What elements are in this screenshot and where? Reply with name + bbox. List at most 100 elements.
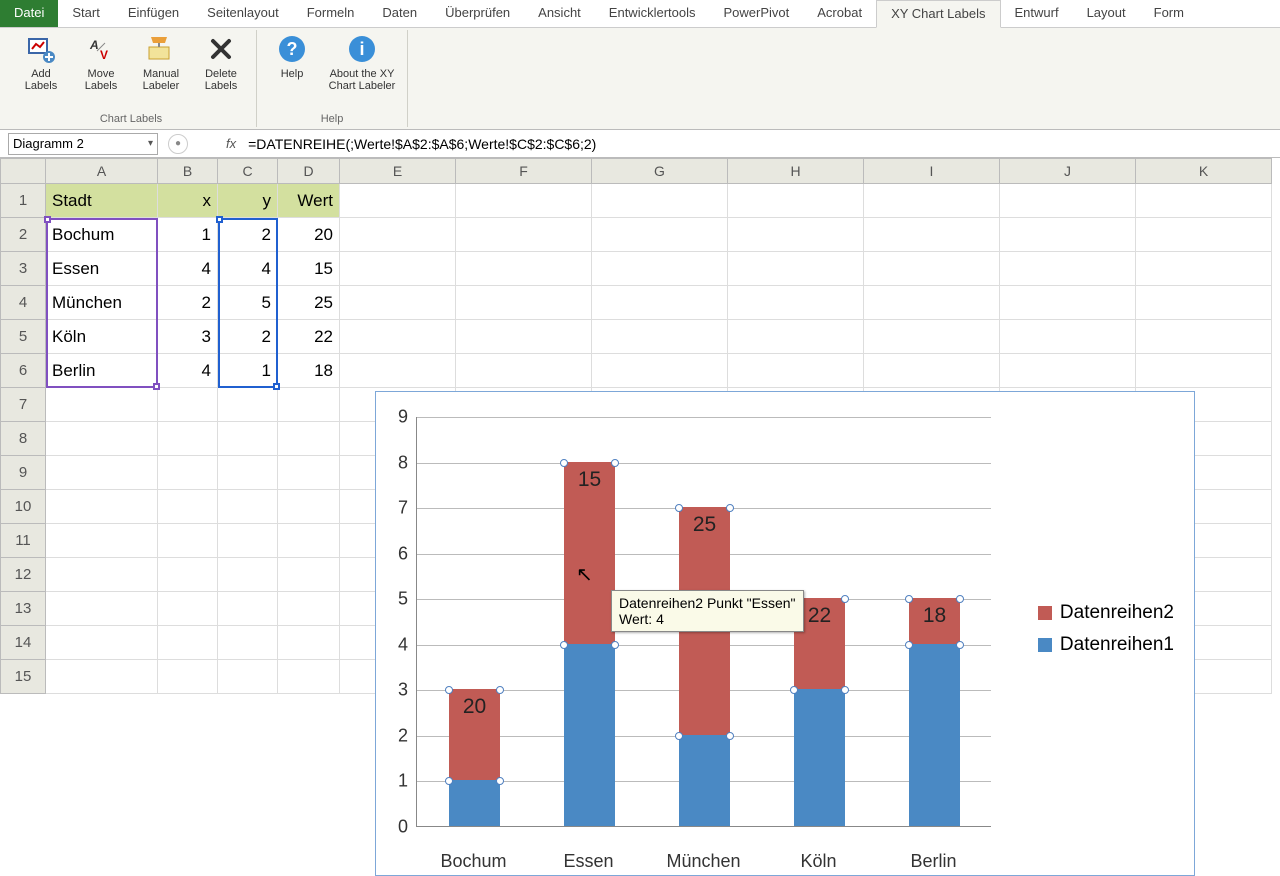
cell-B9[interactable]	[158, 456, 218, 490]
tab-file[interactable]: Datei	[0, 0, 58, 27]
tab-acrobat[interactable]: Acrobat	[803, 0, 876, 27]
cell-A11[interactable]	[46, 524, 158, 558]
cell-A12[interactable]	[46, 558, 158, 592]
cell-A13[interactable]	[46, 592, 158, 626]
cell-E2[interactable]	[340, 218, 456, 252]
cell-D8[interactable]	[278, 422, 340, 456]
cell-G3[interactable]	[592, 252, 728, 286]
cell-D12[interactable]	[278, 558, 340, 592]
row-header-4[interactable]: 4	[0, 286, 46, 320]
cell-F2[interactable]	[456, 218, 592, 252]
cell-E5[interactable]	[340, 320, 456, 354]
tab-entwicklertools[interactable]: Entwicklertools	[595, 0, 710, 27]
row-header-12[interactable]: 12	[0, 558, 46, 592]
cell-C4[interactable]: 5	[218, 286, 278, 320]
chart-object[interactable]: 2015252218 Datenreihen2 Datenreihen1 Dat…	[375, 391, 1195, 876]
cell-I3[interactable]	[864, 252, 1000, 286]
legend-item-1[interactable]: Datenreihen1	[1038, 634, 1174, 656]
manual-labeler-button[interactable]: Manual Labeler	[132, 30, 190, 95]
row-header-2[interactable]: 2	[0, 218, 46, 252]
cell-I6[interactable]	[864, 354, 1000, 388]
about-button[interactable]: i About the XY Chart Labeler	[323, 30, 401, 95]
cell-A3[interactable]: Essen	[46, 252, 158, 286]
cell-D2[interactable]: 20	[278, 218, 340, 252]
cell-C8[interactable]	[218, 422, 278, 456]
cell-A7[interactable]	[46, 388, 158, 422]
cell-D5[interactable]: 22	[278, 320, 340, 354]
row-header-14[interactable]: 14	[0, 626, 46, 660]
cell-F4[interactable]	[456, 286, 592, 320]
cell-F3[interactable]	[456, 252, 592, 286]
cell-B4[interactable]: 2	[158, 286, 218, 320]
cell-D10[interactable]	[278, 490, 340, 524]
cell-B11[interactable]	[158, 524, 218, 558]
cell-D7[interactable]	[278, 388, 340, 422]
cell-A4[interactable]: München	[46, 286, 158, 320]
tab-powerpivot[interactable]: PowerPivot	[710, 0, 804, 27]
row-header-13[interactable]: 13	[0, 592, 46, 626]
cell-A1[interactable]: Stadt	[46, 184, 158, 218]
row-header-5[interactable]: 5	[0, 320, 46, 354]
cell-H3[interactable]	[728, 252, 864, 286]
cell-K3[interactable]	[1136, 252, 1272, 286]
tab-formeln[interactable]: Formeln	[293, 0, 369, 27]
row-header-1[interactable]: 1	[0, 184, 46, 218]
cell-D4[interactable]: 25	[278, 286, 340, 320]
cell-B7[interactable]	[158, 388, 218, 422]
cell-C1[interactable]: y	[218, 184, 278, 218]
cell-D1[interactable]: Wert	[278, 184, 340, 218]
col-header-J[interactable]: J	[1000, 158, 1136, 184]
cell-G6[interactable]	[592, 354, 728, 388]
bar-s1-Bochum[interactable]	[449, 780, 501, 826]
col-header-H[interactable]: H	[728, 158, 864, 184]
legend-item-2[interactable]: Datenreihen2	[1038, 602, 1174, 624]
help-button[interactable]: ? Help	[263, 30, 321, 95]
cell-B6[interactable]: 4	[158, 354, 218, 388]
cell-J2[interactable]	[1000, 218, 1136, 252]
cell-C3[interactable]: 4	[218, 252, 278, 286]
cell-G1[interactable]	[592, 184, 728, 218]
cell-C9[interactable]	[218, 456, 278, 490]
data-label-Köln[interactable]: 22	[808, 604, 831, 628]
col-header-K[interactable]: K	[1136, 158, 1272, 184]
cell-H5[interactable]	[728, 320, 864, 354]
row-header-10[interactable]: 10	[0, 490, 46, 524]
cell-B10[interactable]	[158, 490, 218, 524]
cell-I2[interactable]	[864, 218, 1000, 252]
tab-ansicht[interactable]: Ansicht	[524, 0, 595, 27]
cell-D9[interactable]	[278, 456, 340, 490]
data-label-Essen[interactable]: 15	[578, 468, 601, 492]
col-header-I[interactable]: I	[864, 158, 1000, 184]
cell-D13[interactable]	[278, 592, 340, 626]
cell-F5[interactable]	[456, 320, 592, 354]
cell-B15[interactable]	[158, 660, 218, 694]
cell-A14[interactable]	[46, 626, 158, 660]
cell-F6[interactable]	[456, 354, 592, 388]
move-labels-button[interactable]: AV Move Labels	[72, 30, 130, 95]
cell-C6[interactable]: 1	[218, 354, 278, 388]
cell-E1[interactable]	[340, 184, 456, 218]
delete-labels-button[interactable]: Delete Labels	[192, 30, 250, 95]
cell-J3[interactable]	[1000, 252, 1136, 286]
fx-icon[interactable]: fx	[226, 136, 236, 151]
tab-xy-chart-labels[interactable]: XY Chart Labels	[876, 0, 1000, 28]
cell-C13[interactable]	[218, 592, 278, 626]
add-labels-button[interactable]: Add Labels	[12, 30, 70, 95]
cell-D15[interactable]	[278, 660, 340, 694]
cell-D6[interactable]: 18	[278, 354, 340, 388]
cell-C14[interactable]	[218, 626, 278, 660]
cell-H4[interactable]	[728, 286, 864, 320]
name-box[interactable]: Diagramm 2	[8, 133, 158, 155]
cell-E3[interactable]	[340, 252, 456, 286]
bar-s1-Köln[interactable]	[794, 689, 846, 826]
cell-I1[interactable]	[864, 184, 1000, 218]
cell-C7[interactable]	[218, 388, 278, 422]
col-header-E[interactable]: E	[340, 158, 456, 184]
col-header-B[interactable]: B	[158, 158, 218, 184]
cell-A6[interactable]: Berlin	[46, 354, 158, 388]
cell-A2[interactable]: Bochum	[46, 218, 158, 252]
cell-B3[interactable]: 4	[158, 252, 218, 286]
row-header-8[interactable]: 8	[0, 422, 46, 456]
tab-entwurf[interactable]: Entwurf	[1001, 0, 1073, 27]
cell-B2[interactable]: 1	[158, 218, 218, 252]
